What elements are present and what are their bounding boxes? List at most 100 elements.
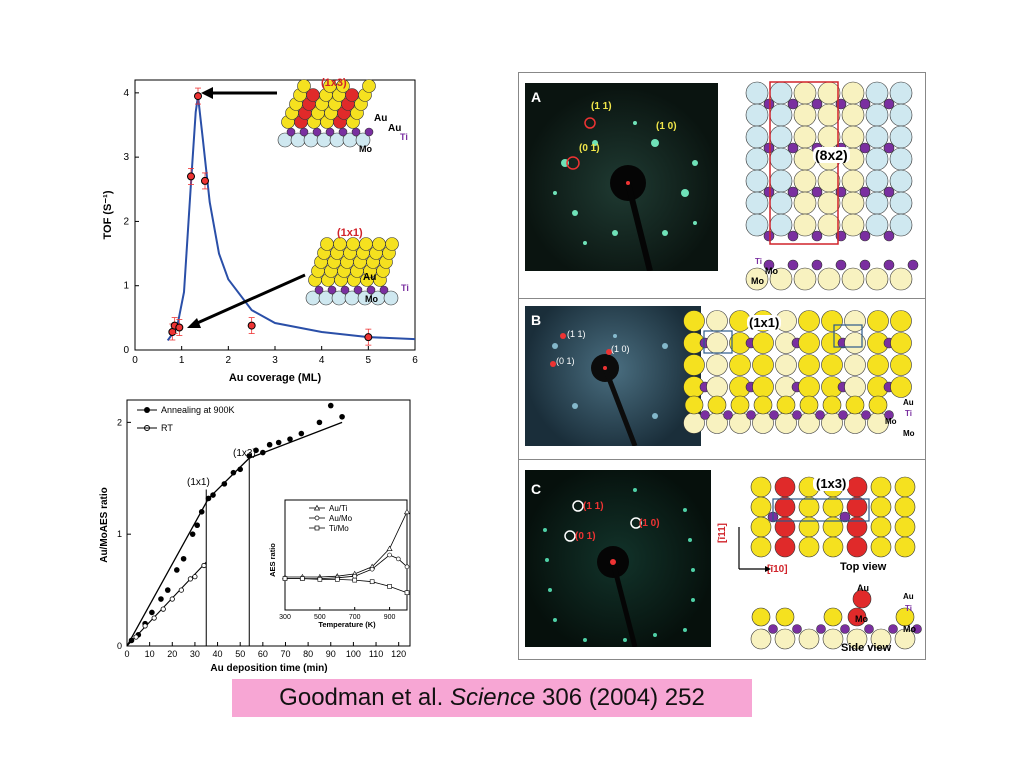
y-tick-label: 2 xyxy=(123,216,129,227)
anneal-point xyxy=(189,531,196,537)
surface-atom xyxy=(798,516,820,538)
side-atom xyxy=(865,267,889,291)
model-label-au-2: Au xyxy=(388,123,401,134)
y-tick-label: 0 xyxy=(123,345,129,356)
unit-cell-1x3 xyxy=(772,498,870,522)
ti-atom xyxy=(859,142,871,154)
surface-atom xyxy=(841,103,865,127)
anneal-point xyxy=(339,413,345,420)
surface-atom xyxy=(752,332,774,354)
ti-atom xyxy=(811,230,823,242)
anneal-point xyxy=(128,637,135,644)
leed-spots-c xyxy=(543,488,695,647)
surface-atom xyxy=(793,103,817,127)
data-point xyxy=(194,92,202,101)
panel-letter-c: C xyxy=(531,481,542,497)
ti-atom xyxy=(888,624,898,634)
surface-atom xyxy=(870,536,892,558)
rt-point xyxy=(160,606,166,612)
au-side-atom xyxy=(775,607,795,627)
spot-c-01: (0 1) xyxy=(575,531,596,542)
surface-atom xyxy=(745,147,769,171)
anneal-point xyxy=(230,469,237,476)
ti-atom xyxy=(792,624,802,634)
direction-horizontal: [ī10] xyxy=(767,564,788,575)
side-atom xyxy=(798,628,820,650)
data-point xyxy=(247,321,256,330)
spot-a-01: (0 1) xyxy=(579,143,600,154)
surface-atom xyxy=(774,536,796,558)
ti-atom xyxy=(379,285,389,295)
au-side-atom xyxy=(776,395,796,415)
surface-atom xyxy=(889,169,913,193)
inset-point xyxy=(369,579,375,585)
surface-atom xyxy=(889,125,913,149)
anneal-point xyxy=(237,466,243,473)
inset-ylabel: AES ratio xyxy=(268,543,277,577)
surface-atom xyxy=(774,476,796,498)
rt-point xyxy=(151,615,157,621)
surface-atom xyxy=(890,376,912,398)
fit-anneal-1 xyxy=(126,498,210,647)
surface-atom xyxy=(821,354,843,376)
surface-atom xyxy=(841,125,865,149)
side-label-b-ti: Ti xyxy=(905,409,912,418)
direction-vertical: [ī11] xyxy=(717,522,728,543)
spot-a-10: (1 0) xyxy=(656,121,677,132)
anneal-point xyxy=(221,481,228,487)
inset-point xyxy=(387,552,392,558)
surface-atom xyxy=(894,496,916,518)
x-tick-label: 10 xyxy=(145,649,155,659)
model-label-ti-2: Ti xyxy=(401,283,409,293)
inset-legend-label-1: Au/Ti xyxy=(329,504,348,513)
aes-chart: 0 10 20 30 40 50 60 70 80 90 100 110 120 0 1 2 Annealin… xyxy=(99,399,411,674)
citation-authors: Goodman et al. xyxy=(279,684,444,711)
au-atom xyxy=(333,237,347,251)
side-label-b-au: Au xyxy=(903,398,914,407)
ti-atom xyxy=(884,410,894,420)
anneal-point xyxy=(149,609,155,616)
spot-b-01: (0 1) xyxy=(556,356,575,366)
ti-atom xyxy=(839,511,851,523)
anneal-point xyxy=(246,453,253,459)
surface-atom xyxy=(817,81,841,105)
unit-cell-8x2 xyxy=(769,81,839,245)
ti-atom xyxy=(883,186,895,198)
ti-atom xyxy=(312,127,322,137)
anneal-point xyxy=(174,567,180,573)
ti-atom xyxy=(811,186,823,198)
side-label-c-mo2: Mo xyxy=(903,624,916,634)
ti-atom xyxy=(835,259,847,271)
aes-annot-1x1: (1x1) xyxy=(187,477,210,488)
model-1x3 xyxy=(277,79,376,148)
fit-anneal-2 xyxy=(208,457,250,499)
surface-atom xyxy=(841,213,865,237)
surface-atom xyxy=(729,354,751,376)
surface-atom xyxy=(769,103,793,127)
spot-c-10: (1 0) xyxy=(639,518,660,529)
surface-atom xyxy=(890,310,912,332)
ti-atom xyxy=(351,127,361,137)
ti-atom xyxy=(340,285,350,295)
ti-atom xyxy=(763,142,775,154)
surface-atom xyxy=(889,81,913,105)
surface-atom xyxy=(841,81,865,105)
side-label-c-ti: Ti xyxy=(905,604,912,613)
surface-atom xyxy=(870,516,892,538)
x-tick-label: 30 xyxy=(190,649,200,659)
rt-point xyxy=(142,623,148,629)
surface-atom xyxy=(844,310,866,332)
inset-series-line xyxy=(285,578,408,594)
ti-atom xyxy=(763,186,775,198)
rt-point xyxy=(192,574,198,580)
ti-atom xyxy=(763,230,775,242)
side-label-b-mo2: Mo xyxy=(903,429,915,438)
x-tick-label: 0 xyxy=(124,649,129,659)
au-side-atom xyxy=(684,395,704,415)
surface-atom xyxy=(817,191,841,215)
leed-spots-a xyxy=(553,117,698,271)
surface-atom xyxy=(889,103,913,127)
ti-atom xyxy=(816,624,826,634)
ti-atom xyxy=(769,410,779,420)
surface-atom xyxy=(865,125,889,149)
